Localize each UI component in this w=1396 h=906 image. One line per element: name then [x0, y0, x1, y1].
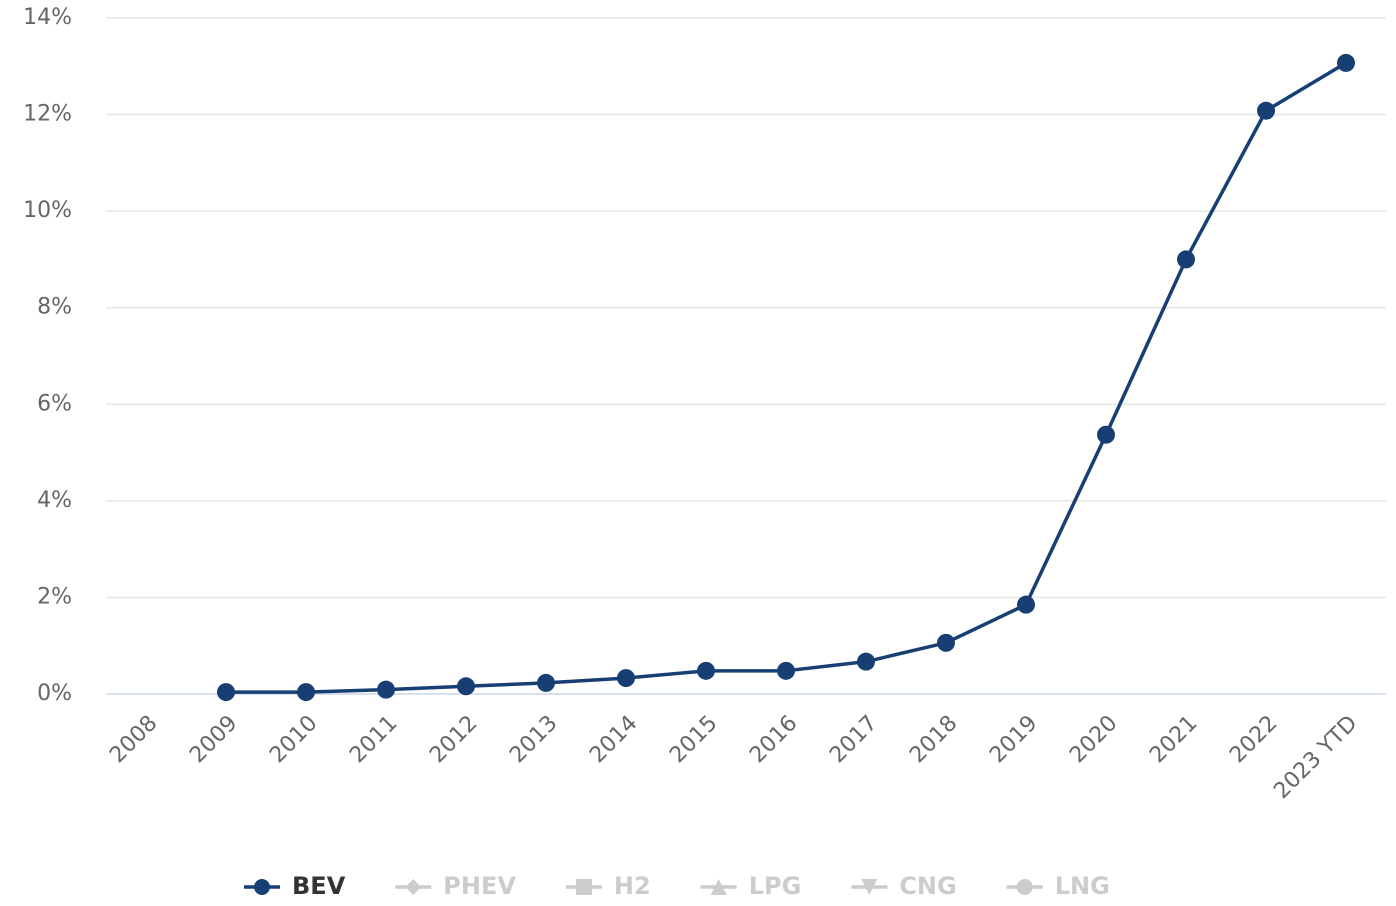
data-point [1257, 101, 1275, 120]
y-tick-label: 12% [23, 102, 72, 127]
legend-item[interactable]: PHEV [395, 872, 516, 900]
data-point [457, 677, 475, 696]
x-tick-label: 2017 [825, 711, 882, 768]
data-point [617, 669, 635, 688]
legend-marker [861, 879, 878, 895]
legend-item[interactable]: BEV [244, 872, 346, 900]
legend-item[interactable]: CNG [851, 872, 957, 900]
legend-label: H2 [614, 872, 651, 900]
y-tick-label: 4% [37, 488, 72, 513]
y-tick-label: 14% [23, 5, 72, 30]
data-point [1097, 425, 1115, 444]
legend-label: LPG [749, 872, 802, 900]
legend-item[interactable]: H2 [565, 872, 651, 900]
data-point [377, 680, 395, 699]
data-point [537, 673, 555, 692]
x-tick-label: 2008 [105, 711, 162, 768]
x-tick-label: 2023 YTD [1269, 711, 1362, 804]
data-point [217, 683, 235, 702]
x-tick-label: 2016 [745, 711, 802, 768]
data-point [777, 661, 795, 680]
x-tick-label: 2010 [265, 711, 322, 768]
legend-marker [575, 879, 592, 895]
legend-label: BEV [292, 872, 346, 900]
x-tick-label: 2015 [665, 711, 722, 768]
data-point [1177, 250, 1195, 269]
y-tick-label: 2% [37, 584, 72, 609]
data-point [697, 661, 715, 680]
x-tick-label: 2018 [905, 711, 962, 768]
legend-marker [710, 879, 727, 895]
y-tick-label: 10% [23, 198, 72, 223]
x-tick-label: 2022 [1225, 711, 1282, 768]
x-tick-label: 2012 [425, 711, 482, 768]
legend-label: LNG [1055, 872, 1110, 900]
x-tick-label: 2014 [585, 711, 642, 768]
x-tick-label: 2020 [1065, 711, 1122, 768]
legend-marker [405, 879, 422, 895]
y-tick-label: 0% [37, 681, 72, 706]
x-tick-label: 2011 [345, 711, 402, 768]
data-point [297, 683, 315, 702]
data-point [1337, 53, 1355, 72]
x-tick-label: 2019 [985, 711, 1042, 768]
legend-item[interactable]: LPG [700, 872, 802, 900]
legend-marker [254, 879, 270, 895]
legend-label: PHEV [443, 872, 516, 900]
legend-label: CNG [899, 872, 956, 900]
data-point [857, 652, 875, 671]
x-tick-label: 2021 [1145, 711, 1202, 768]
data-point [1017, 595, 1035, 614]
y-tick-label: 8% [37, 295, 72, 320]
legend: BEV PHEV H2 LPG CNG LNG [244, 872, 1110, 900]
data-point [937, 633, 955, 652]
y-tick-label: 6% [37, 391, 72, 416]
x-tick-label: 2013 [505, 711, 562, 768]
legend-item[interactable]: LNG [1006, 872, 1110, 900]
legend-marker [1016, 879, 1033, 895]
x-tick-label: 2009 [185, 711, 242, 768]
